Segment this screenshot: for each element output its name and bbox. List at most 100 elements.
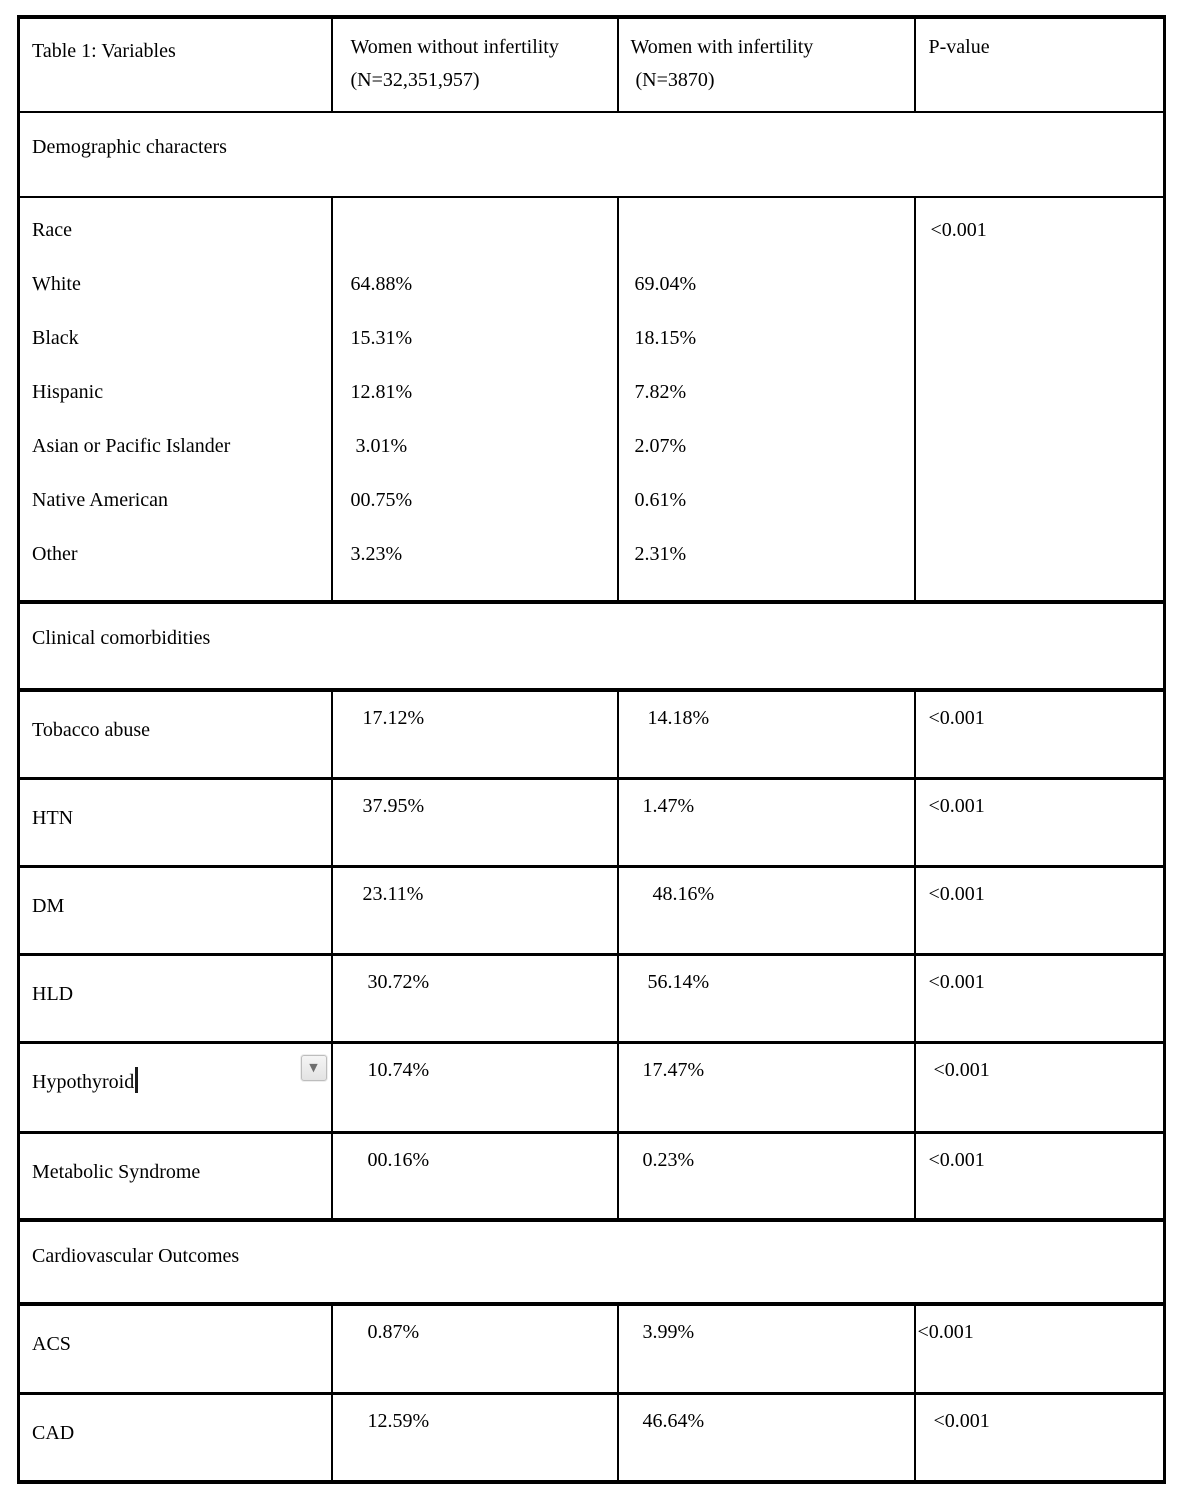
row-label: ACS — [32, 1333, 71, 1355]
row-label: Hypothyroid — [32, 1070, 135, 1093]
race-value: 2.07% — [634, 435, 687, 457]
row-hld: HLD 30.72% 56.14% <0.001 — [17, 953, 1166, 1044]
value-with: 17.47% — [642, 1058, 705, 1081]
value-with: 48.16% — [642, 882, 715, 905]
section-title-cell: Demographic characters — [17, 111, 1166, 198]
header-with-line1: Women with infertility — [630, 36, 814, 58]
pvalue: <0.001 — [928, 882, 985, 905]
pvalue: <0.001 — [917, 1321, 974, 1343]
value-with: 1.47% — [642, 794, 695, 817]
value-without-cell: 10.74% — [330, 1041, 619, 1134]
value-without-cell: 37.95% — [330, 777, 619, 868]
row-label-cell-editing[interactable]: Hypothyroid ▼ — [17, 1041, 333, 1134]
row-label: Metabolic Syndrome — [32, 1160, 201, 1183]
row-tobacco-abuse: Tobacco abuse 17.12% 14.18% <0.001 — [17, 689, 1166, 780]
race-value: 3.01% — [350, 435, 408, 457]
race-value: 3.23% — [350, 543, 403, 565]
race-label: Other — [32, 543, 78, 565]
value-without: 00.16% — [362, 1148, 430, 1171]
race-label: Black — [32, 327, 79, 349]
pvalue-cell: <0.001 — [913, 1303, 1166, 1395]
section-title: Cardiovascular Outcomes — [32, 1245, 240, 1267]
race-label: Native American — [32, 489, 169, 511]
race-value: 18.15% — [634, 327, 697, 349]
value-with: 56.14% — [642, 970, 710, 993]
row-hypothyroid: Hypothyroid ▼ 10.74% 17.47% <0.001 — [17, 1041, 1166, 1134]
pvalue-cell: <0.001 — [913, 1131, 1166, 1222]
value-with: 46.64% — [642, 1409, 705, 1432]
pvalue-cell: <0.001 — [913, 1392, 1166, 1483]
row-cad: CAD 12.59% 46.64% <0.001 — [17, 1392, 1166, 1483]
race-value: 7.82% — [634, 381, 687, 403]
section-title: Clinical comorbidities — [32, 627, 211, 649]
race-block-row: Race White Black Hispanic Asian or Pacif… — [17, 196, 1166, 604]
row-label-cell: ACS — [17, 1303, 333, 1395]
race-value — [351, 214, 611, 268]
header-variables-label: Table 1: Variables — [32, 40, 176, 62]
value-with-cell: 56.14% — [616, 953, 916, 1044]
value-with-cell: 46.64% — [616, 1392, 916, 1483]
row-label: HTN — [32, 806, 74, 829]
pvalue-cell: <0.001 — [913, 689, 1166, 780]
section-title-cell: Cardiovascular Outcomes — [17, 1219, 1166, 1306]
value-with: 0.23% — [642, 1148, 695, 1171]
header-cell-women-without-infertility: Women without infertility (N=32,351,957) — [330, 16, 619, 113]
header-without-line2: (N=32,351,957) — [350, 69, 480, 91]
header-cell-women-with-infertility: Women with infertility (N=3870) — [616, 16, 916, 113]
autocorrect-dropdown-button[interactable]: ▼ — [300, 1054, 327, 1081]
pvalue-cell: <0.001 — [913, 953, 1166, 1044]
value-without-cell: 30.72% — [330, 953, 619, 1044]
header-without-line1: Women without infertility — [350, 36, 559, 58]
value-with: 14.18% — [642, 707, 710, 729]
race-label: Asian or Pacific Islander — [32, 435, 231, 457]
value-with-cell: 0.23% — [616, 1131, 916, 1222]
row-label: CAD — [32, 1421, 75, 1444]
value-without: 23.11% — [362, 882, 424, 905]
race-label: Race — [32, 219, 72, 241]
table-1-variables: Table 1: Variables Women without inferti… — [17, 15, 1166, 1484]
section-row-demographic-characters: Demographic characters — [17, 111, 1166, 198]
value-without: 17.12% — [362, 707, 425, 729]
value-without-cell: 00.16% — [330, 1131, 619, 1222]
race-value: 15.31% — [350, 327, 413, 349]
value-without-cell: 12.59% — [330, 1392, 619, 1483]
value-with-cell: 14.18% — [616, 689, 916, 780]
value-with: 3.99% — [642, 1321, 695, 1343]
value-without: 0.87% — [362, 1321, 420, 1343]
race-value: 2.31% — [634, 543, 687, 565]
value-without: 30.72% — [362, 970, 430, 993]
pvalue-cell: <0.001 — [913, 777, 1166, 868]
pvalue: <0.001 — [928, 707, 985, 729]
pvalue-cell: <0.001 — [913, 1041, 1166, 1134]
row-label: Tobacco abuse — [32, 719, 150, 741]
race-pvalue-cell: <0.001 — [913, 196, 1166, 604]
header-cell-variables: Table 1: Variables — [17, 16, 333, 113]
row-acs: ACS 0.87% 3.99% <0.001 — [17, 1303, 1166, 1395]
value-with-cell: 48.16% — [616, 865, 916, 956]
value-without: 12.59% — [362, 1409, 430, 1432]
row-label-cell: Tobacco abuse — [17, 689, 333, 780]
row-label-cell: CAD — [17, 1392, 333, 1483]
section-row-cardiovascular-outcomes: Cardiovascular Outcomes — [17, 1219, 1166, 1306]
row-label-cell: HTN — [17, 777, 333, 868]
pvalue-cell: <0.001 — [913, 865, 1166, 956]
race-label: Hispanic — [32, 381, 104, 403]
pvalue: <0.001 — [928, 1058, 990, 1081]
row-label-cell: Metabolic Syndrome — [17, 1131, 333, 1222]
row-label-cell: HLD — [17, 953, 333, 1044]
race-value: 0.61% — [634, 489, 687, 511]
value-without-cell: 23.11% — [330, 865, 619, 956]
pvalue: <0.001 — [928, 1409, 990, 1432]
row-metabolic-syndrome: Metabolic Syndrome 00.16% 0.23% <0.001 — [17, 1131, 1166, 1222]
value-without: 37.95% — [362, 794, 425, 817]
section-row-clinical-comorbidities: Clinical comorbidities — [17, 601, 1166, 692]
pvalue: <0.001 — [928, 1148, 985, 1171]
row-label-cell: DM — [17, 865, 333, 956]
race-value: 00.75% — [350, 489, 413, 511]
pvalue: <0.001 — [928, 794, 985, 817]
value-with-cell: 1.47% — [616, 777, 916, 868]
header-pvalue-label: P-value — [928, 36, 990, 58]
race-pvalue: <0.001 — [930, 219, 987, 241]
row-htn: HTN 37.95% 1.47% <0.001 — [17, 777, 1166, 868]
race-value: 69.04% — [634, 273, 697, 295]
